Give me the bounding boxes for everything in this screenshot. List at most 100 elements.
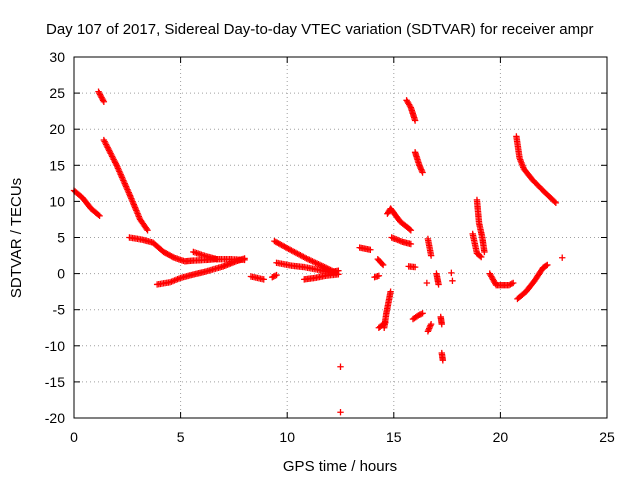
data-track [271,237,340,277]
data-point [507,281,514,288]
data-point [427,252,435,259]
data-track [438,349,447,364]
data-track [514,261,551,303]
y-tick-label: 30 [49,49,65,65]
y-tick-label: -10 [45,338,65,354]
data-point [337,409,344,416]
x-tick-label: 5 [177,429,185,445]
data-point [509,279,517,287]
data-point [411,263,419,271]
data-point [99,97,107,104]
data-track [190,248,221,263]
data-point [411,117,419,124]
data-track [153,255,248,288]
data-track [405,263,419,271]
x-axis-ticks: 0 5 10 15 20 25 [70,57,615,445]
data-points [70,88,566,416]
data-track [424,235,435,259]
data-track [448,269,455,277]
data-track [486,270,517,289]
y-tick-label: 0 [57,266,65,282]
data-point [325,266,333,273]
data-point [448,269,455,277]
data-point [415,312,422,319]
data-point [143,225,150,233]
data-point [387,288,394,295]
y-tick-label: 15 [49,157,65,173]
y-tick-label: -5 [53,302,66,318]
data-point [419,169,426,176]
data-point [213,255,221,263]
data-track [409,310,426,323]
data-point [435,281,442,288]
data-point [144,227,151,234]
data-point [95,211,102,219]
x-tick-label: 25 [599,429,615,445]
data-point [559,254,566,261]
data-point [407,227,415,234]
data-track [381,288,394,331]
data-track [473,196,488,256]
data-track [388,234,415,248]
y-tick-label: -20 [45,410,65,426]
grid-lines [74,57,607,418]
data-track [411,149,426,176]
data-track [371,272,383,281]
data-track [374,255,387,269]
data-point [269,274,276,281]
data-point [270,273,277,280]
data-track [337,363,344,370]
data-track [469,230,485,261]
data-point [241,255,248,262]
x-tick-label: 15 [386,429,402,445]
data-point [476,252,484,260]
data-point [406,226,413,233]
data-point [423,279,431,287]
data-point [337,363,344,370]
data-point [438,320,445,328]
data-point [324,265,331,272]
data-track [100,136,151,234]
data-track [513,133,560,207]
data-point [406,102,414,110]
data-track [424,320,435,335]
data-track [356,244,374,253]
data-point [508,280,515,287]
data-point [427,320,435,328]
data-point [379,261,387,269]
data-track [301,271,342,283]
y-tick-label: -15 [45,374,65,390]
data-point [271,272,279,279]
data-point [439,357,447,364]
chart-title: Day 107 of 2017, Sidereal Day-to-day VTE… [46,21,593,38]
y-tick-label: 5 [57,230,65,246]
data-track [403,97,419,124]
data-point [100,98,108,105]
data-point [551,198,558,205]
data-point [260,276,267,283]
data-point [419,310,426,317]
data-point [416,311,423,318]
data-point [481,248,488,256]
data-point [407,240,415,248]
y-tick-label: 10 [49,193,65,209]
data-point [378,260,386,267]
data-point [367,246,374,253]
data-track [337,409,344,416]
data-point [544,261,551,269]
data-track [437,313,445,328]
data-track [247,273,267,283]
y-axis-label: SDTVAR / TECUs [8,178,25,298]
data-track [433,270,442,288]
y-axis-ticks: -20 -15 -10 -5 0 5 10 15 20 25 30 [45,49,607,426]
y-tick-label: 25 [49,85,65,101]
data-track [126,234,248,265]
data-point [417,310,425,318]
data-track [559,254,566,261]
data-track [70,187,103,220]
data-track [423,279,431,287]
data-point [478,253,485,261]
data-track [269,271,280,281]
data-track [449,277,456,285]
